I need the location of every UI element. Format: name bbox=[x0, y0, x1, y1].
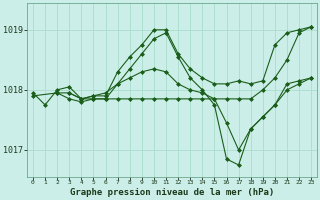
X-axis label: Graphe pression niveau de la mer (hPa): Graphe pression niveau de la mer (hPa) bbox=[70, 188, 274, 197]
